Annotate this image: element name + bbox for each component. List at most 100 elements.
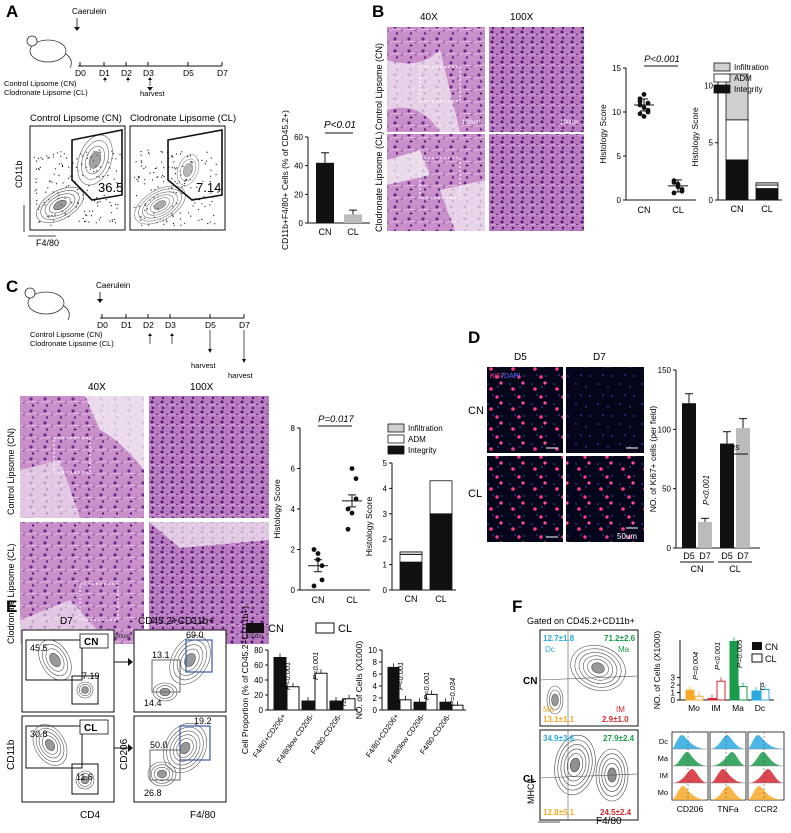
scale-d: 50um [617,532,637,541]
f-bar-bar-0-0 [685,689,695,701]
flow-cn-dot [113,178,115,180]
b-stack-legend-2: Integrity [734,85,762,94]
flow-cn-dot [85,151,88,153]
legend-cn-a: Control Lipsome (CN) [4,79,77,88]
flow-cl-dot [187,156,189,158]
b-scatter-ytick-1: 5 [617,152,622,161]
f-bar-pvalue-1: P<0.001 [713,642,722,670]
f-cn-ma-lbl: Ma [618,645,630,654]
flow-cl-dot [140,216,142,218]
flow-cn-dot [35,181,37,184]
e-prop-ytick-3: 60 [254,661,263,670]
f-cn-mo-ring-1 [548,689,562,711]
timeline-a-day-3: D3 [143,68,154,78]
e-cl-l1-ring-4 [45,739,55,751]
col-d7: D7 [593,352,606,363]
flow-cl-dot [176,183,178,185]
flow-cn-dot [109,167,111,169]
flow-cn-dot [111,219,113,221]
d-xlabel-0: D5 [683,551,695,561]
flow-cn-dot [105,184,108,186]
flow-cl-dot [154,167,156,170]
mag-40x-b: 40X [420,12,438,23]
panel-c-letter: C [6,277,18,296]
flow-cl-dot [209,221,211,223]
flow-cn-dot [102,175,104,177]
b-scatter-point [671,178,677,184]
flow-cl-dot [143,183,145,185]
b-stack-seg-adm-0 [725,119,749,161]
flow-cl-dot [207,223,209,225]
e-gate-cn-1: 45.5 [30,643,48,653]
flow-cl-dot [173,167,176,169]
c-scatter-pvalue: P=0.017 [318,414,354,425]
f-hist-1-dc [710,735,746,749]
flow-cn-dot [105,199,107,201]
panel-f-letter: F [512,597,522,616]
harvest-arrow-a [147,87,153,91]
flow-cn-dot [55,183,58,185]
flow-cn-dot [100,151,102,153]
flow-cl-dot [135,161,137,163]
c-scatter-xlabel-0: CN [312,595,325,605]
f-hist-2-im [748,769,784,783]
flow-cl-dot [188,212,190,214]
ki67-cl-d7 [566,456,644,542]
f-gated: Gated on CD45.2+CD11b+ [527,616,635,626]
c-stack-legend-0: Infiltration [408,424,443,433]
e-right-ylabel: CD206 [119,738,130,770]
c-stack-xlabel-1: CL [435,594,447,604]
flow-cl-dot [203,196,205,198]
flow-cl-dot [204,163,206,165]
flow-cl-dot [140,151,142,153]
flow-cn-dot [33,156,35,158]
f-hist-title-2: CCR2 [754,804,777,814]
flow-cl-dot [171,155,173,157]
b-scatter-xlabel-0: CN [638,205,651,215]
b-stack-seg-integrity-1 [755,188,779,201]
flow-cl-dot [151,179,154,181]
stack-chart-b: 0 5 10 Histology Score CN CL Infiltration ADM In… [690,62,782,214]
e-rgate-cl-3: 26.8 [144,788,162,798]
flow-title-cl: Clodronate Lipsome (CL) [130,113,236,124]
flow-cn-dot [94,200,96,202]
e-rgate-cl-1: 19.2 [194,716,212,726]
e-cl-l1-ring-3 [41,735,59,755]
c-scatter-xlabel-1: CL [346,595,358,605]
f-bar-xlabel-1: IM [711,703,720,713]
row-cl-d: CL [468,488,482,500]
f-bar-bar-3-0 [751,690,761,701]
flow-cl-pop1-ring-5 [153,200,167,210]
flow-cn-dot [71,202,73,204]
flow-cn-dot [98,219,101,221]
flow-cl-dot [191,162,193,164]
f-bar-ytick-1: 1 [671,689,676,698]
b-scatter-point [637,111,643,117]
f-hist-1-ma [710,752,746,766]
c-scatter-point [353,496,359,502]
flow-cn-dot [49,181,51,183]
flow-cl-dot [171,167,173,169]
c-scatter-ytick-0: 0 [291,586,296,595]
flow-cl-dot [144,209,146,211]
c-stack-seg-adm-0 [399,554,423,563]
timeline-c-day-1: D1 [121,320,132,330]
flow-cn-dot [76,166,78,168]
flow-cn-dot [84,210,86,212]
e-prop-pvalue-2: ns [339,698,348,706]
flow-cl-pop1-ring-4 [149,197,171,213]
flow-cn-dot [116,187,118,189]
d-ns: ns [730,442,740,452]
f-hist-title-0: CD206 [677,804,704,814]
flow-cn-dot [43,201,45,203]
flow-cn-dot [65,157,68,159]
f-ylabel: MHCII [526,779,536,805]
flow-cl-dot [136,179,138,181]
flow-cl-dot [172,222,174,225]
flow-cn-dot [76,189,79,191]
flow-cn-dot [83,220,86,223]
flow-cn-dot [50,224,52,226]
flow-cl-dot [215,174,217,176]
flow-cn-dot [61,163,63,165]
flow-cl-dot [163,181,165,183]
